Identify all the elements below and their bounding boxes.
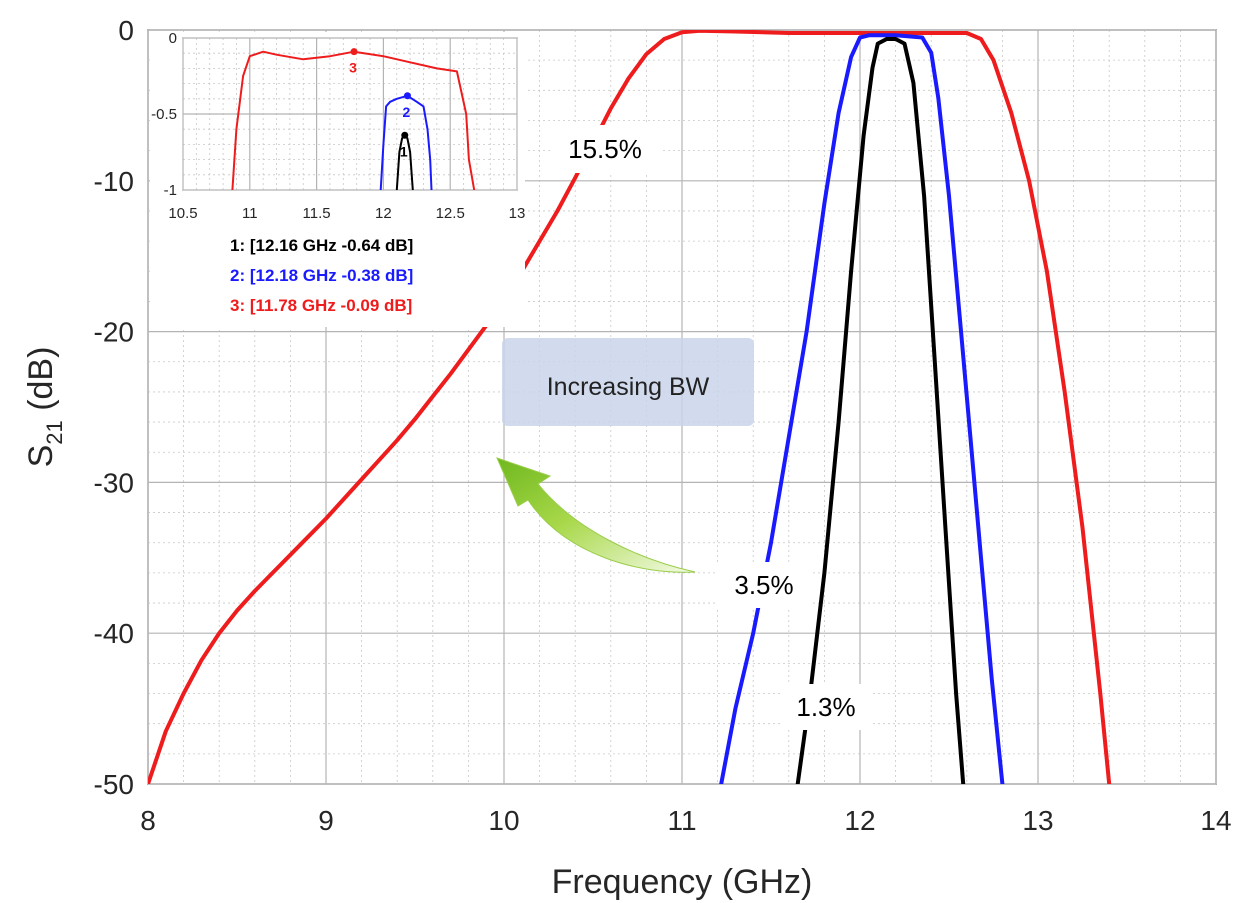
x-tick-label: 8 bbox=[140, 805, 156, 836]
marker-legend-1: 1: [12.16 GHz -0.64 dB] bbox=[230, 236, 413, 255]
main-tick-labels: 8 9 10 11 12 13 140-10-20-30-40-50 bbox=[94, 15, 1232, 836]
y-tick-label: -40 bbox=[94, 618, 134, 649]
y-axis-label: S21 (dB) bbox=[22, 347, 67, 468]
y-tick-label: -50 bbox=[94, 769, 134, 800]
x-tick-label: 11 bbox=[242, 205, 258, 222]
x-axis-label: Frequency (GHz) bbox=[552, 863, 813, 901]
marker-label-3: 3 bbox=[349, 60, 357, 76]
increasing-bw-arrow-icon bbox=[496, 457, 696, 573]
y-axis-label-rest: (dB) bbox=[22, 347, 60, 421]
x-tick-label: 10 bbox=[488, 805, 519, 836]
marker-label-1: 1 bbox=[400, 143, 408, 159]
increasing-bw-text: Increasing BW bbox=[547, 373, 710, 401]
x-tick-label: 12 bbox=[844, 805, 875, 836]
y-tick-label: 0 bbox=[169, 30, 177, 47]
pct-label-red: 15.5% bbox=[568, 134, 642, 164]
y-tick-label: -1 bbox=[164, 182, 177, 199]
marker-label-2: 2 bbox=[403, 104, 411, 120]
marker-legend-3: 3: [11.78 GHz -0.09 dB] bbox=[230, 296, 412, 315]
marker-legend-2: 2: [12.18 GHz -0.38 dB] bbox=[230, 266, 413, 285]
y-tick-label: -30 bbox=[94, 467, 134, 498]
y-tick-label: -20 bbox=[94, 317, 134, 348]
series-line-2 bbox=[795, 37, 966, 784]
inset-grid bbox=[182, 37, 518, 191]
increasing-bw-box bbox=[502, 338, 754, 426]
pct-label-blue: 3.5% bbox=[734, 570, 793, 600]
inset-tick-labels: 10.5 11 11.5 12 12.5 130-0.5-1 bbox=[151, 30, 525, 222]
label-bg-black bbox=[780, 684, 872, 730]
y-axis-label-sub: 21 bbox=[42, 420, 67, 444]
x-tick-label: 14 bbox=[1200, 805, 1231, 836]
inset-markers: 1 2 3 bbox=[349, 48, 411, 159]
main-series-group bbox=[148, 30, 1112, 784]
x-tick-label: 10.5 bbox=[168, 205, 197, 222]
x-tick-label: 12.5 bbox=[436, 205, 465, 222]
marker-point-2 bbox=[403, 92, 411, 100]
x-tick-label: 13 bbox=[1022, 805, 1053, 836]
label-bg-red bbox=[550, 125, 660, 173]
y-tick-label: -10 bbox=[94, 166, 134, 197]
x-tick-label: 12 bbox=[375, 205, 392, 222]
marker-point-1 bbox=[401, 131, 409, 139]
series-line-1 bbox=[719, 33, 1005, 784]
series-line-0 bbox=[231, 50, 476, 190]
pct-label-black: 1.3% bbox=[796, 692, 855, 722]
y-tick-label: 0 bbox=[118, 15, 134, 46]
x-tick-label: 9 bbox=[318, 805, 334, 836]
x-tick-label: 13 bbox=[509, 205, 526, 222]
series-line-0 bbox=[148, 30, 1112, 784]
y-axis-label-main: S bbox=[22, 445, 60, 468]
label-bg-blue bbox=[715, 562, 813, 608]
x-tick-label: 11.5 bbox=[303, 205, 331, 222]
marker-point-3 bbox=[350, 48, 358, 56]
x-tick-label: 11 bbox=[667, 805, 696, 836]
y-tick-label: -0.5 bbox=[151, 106, 177, 123]
